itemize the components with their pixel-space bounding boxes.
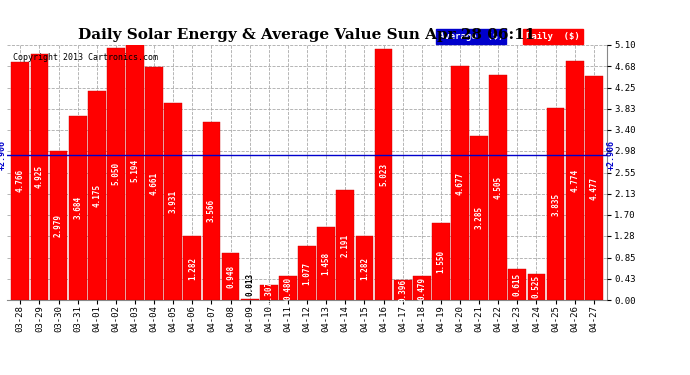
Text: 0.480: 0.480: [284, 276, 293, 300]
Title: Daily Solar Energy & Average Value Sun Apr 28 06:11: Daily Solar Energy & Average Value Sun A…: [79, 28, 535, 42]
Text: 2.979: 2.979: [54, 214, 63, 237]
Text: 4.477: 4.477: [589, 177, 598, 200]
Text: 4.661: 4.661: [150, 172, 159, 195]
Text: Average  ($): Average ($): [439, 32, 504, 41]
Text: 5.050: 5.050: [111, 162, 120, 185]
Bar: [88, 91, 106, 300]
Text: 0.525: 0.525: [532, 275, 541, 298]
Text: 1.282: 1.282: [360, 256, 369, 279]
Text: 1.282: 1.282: [188, 256, 197, 279]
Bar: [221, 253, 239, 300]
Text: 3.566: 3.566: [207, 199, 216, 222]
Bar: [126, 40, 144, 300]
Text: 3.931: 3.931: [169, 190, 178, 213]
Bar: [50, 151, 68, 300]
Bar: [260, 285, 277, 300]
Bar: [298, 246, 316, 300]
Bar: [12, 62, 29, 300]
Bar: [394, 280, 411, 300]
Text: 3.285: 3.285: [475, 206, 484, 230]
Text: 4.677: 4.677: [455, 171, 464, 195]
Text: 5.194: 5.194: [130, 159, 139, 182]
Text: 5.023: 5.023: [379, 163, 388, 186]
Bar: [432, 222, 450, 300]
Bar: [413, 276, 431, 300]
Text: 0.307: 0.307: [264, 281, 273, 304]
Bar: [375, 49, 393, 300]
Text: 4.925: 4.925: [35, 165, 44, 188]
Bar: [451, 66, 469, 300]
Text: 1.077: 1.077: [302, 261, 312, 285]
Text: 4.774: 4.774: [570, 169, 579, 192]
Bar: [145, 67, 163, 300]
Bar: [184, 236, 201, 300]
Bar: [279, 276, 297, 300]
Text: 2.191: 2.191: [341, 234, 350, 257]
Text: 0.479: 0.479: [417, 276, 426, 300]
Bar: [470, 136, 488, 300]
Bar: [317, 227, 335, 300]
Bar: [509, 269, 526, 300]
Bar: [528, 274, 545, 300]
Text: 4.766: 4.766: [16, 169, 25, 192]
Text: 1.458: 1.458: [322, 252, 331, 275]
Text: 4.505: 4.505: [494, 176, 503, 199]
Text: +2.906: +2.906: [0, 140, 7, 170]
Bar: [203, 122, 220, 300]
Text: 3.835: 3.835: [551, 193, 560, 216]
Text: Copyright 2013 Cartronics.com: Copyright 2013 Cartronics.com: [13, 53, 158, 62]
Bar: [546, 108, 564, 300]
Bar: [164, 104, 182, 300]
Text: 0.615: 0.615: [513, 273, 522, 296]
Text: 4.175: 4.175: [92, 184, 101, 207]
Text: 3.684: 3.684: [73, 196, 82, 219]
Bar: [241, 299, 259, 300]
Bar: [107, 48, 125, 300]
Bar: [69, 116, 86, 300]
Text: 0.948: 0.948: [226, 265, 235, 288]
Bar: [337, 190, 354, 300]
Bar: [355, 236, 373, 300]
Text: +2.906: +2.906: [607, 140, 616, 170]
Bar: [30, 54, 48, 300]
Bar: [566, 61, 584, 300]
Text: Daily  ($): Daily ($): [526, 32, 580, 41]
Text: 1.550: 1.550: [436, 250, 445, 273]
Text: 0.396: 0.396: [398, 279, 407, 302]
Bar: [585, 76, 602, 300]
Bar: [489, 75, 507, 300]
Text: 0.013: 0.013: [245, 273, 254, 296]
